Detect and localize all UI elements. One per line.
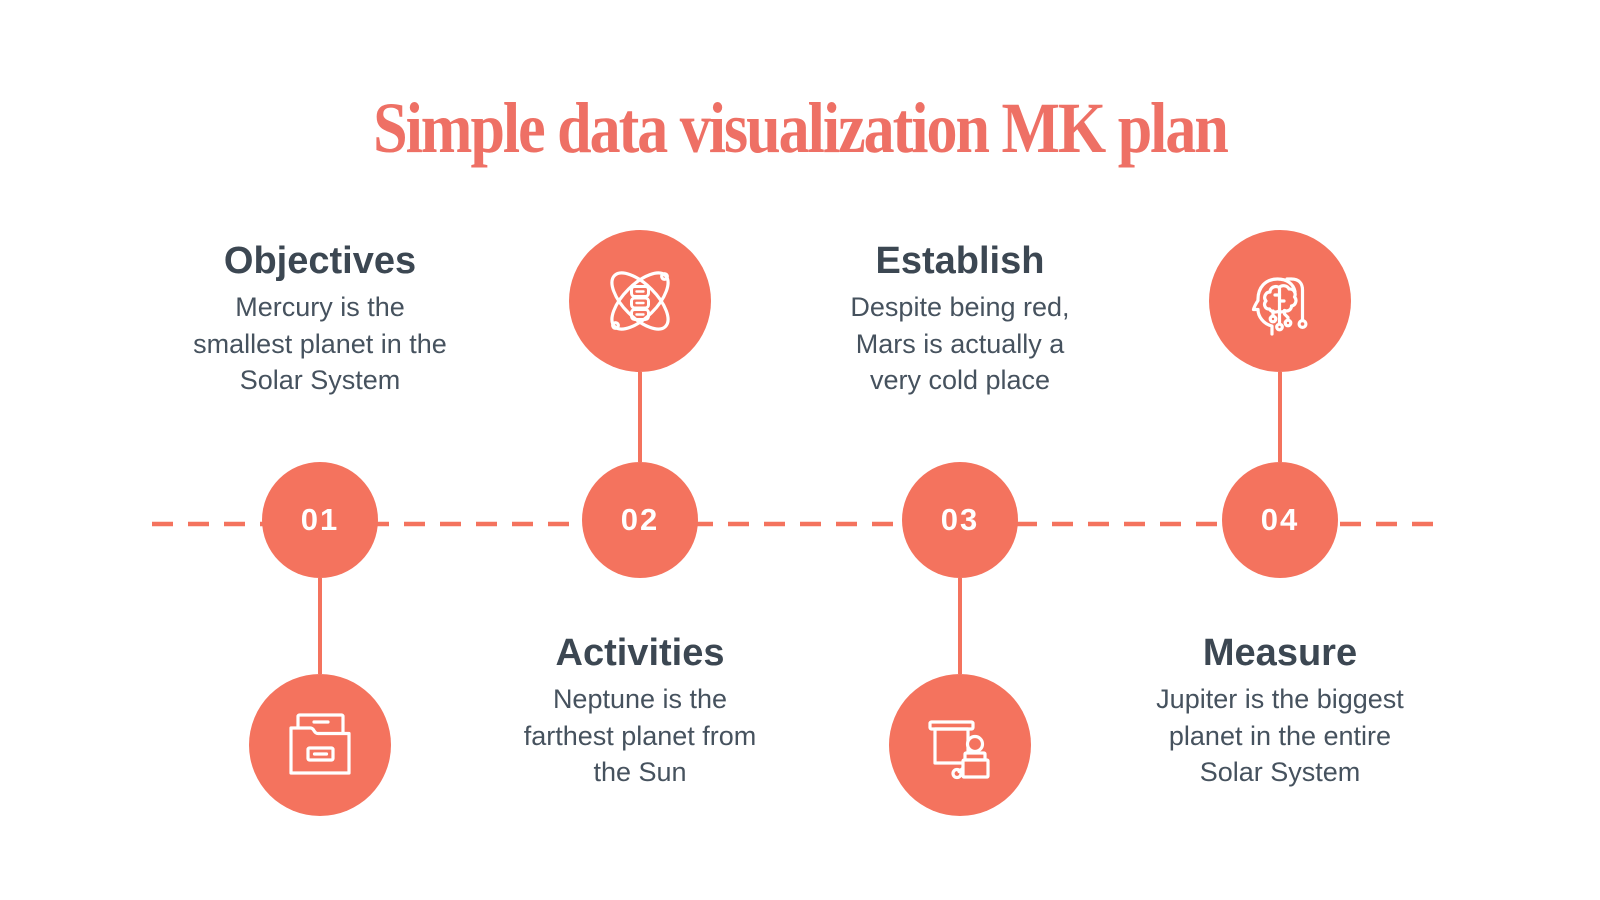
step-4-text-block: Measure Jupiter is the biggest planet in… <box>1090 630 1470 791</box>
step-2-connector-line <box>638 372 642 462</box>
step-2-marker: 02 <box>582 462 698 578</box>
step-4-marker: 04 <box>1222 462 1338 578</box>
ai-head-icon <box>1251 277 1308 336</box>
step-2-icon-badge <box>569 230 711 372</box>
step-1-text-block: Objectives Mercury is the smallest plane… <box>130 238 510 399</box>
step-4-description: Jupiter is the biggest planet in the ent… <box>1156 684 1404 787</box>
presentation-board-icon <box>928 720 990 780</box>
page-title: Simple data visualization MK plan <box>373 89 1229 169</box>
step-3-connector-line <box>958 578 962 674</box>
step-1-number: 01 <box>300 502 340 537</box>
step-4-icon-badge <box>1209 230 1351 372</box>
step-3-heading: Establish <box>875 240 1045 282</box>
atom-network-icon <box>610 271 670 331</box>
step-3-text-block: Establish Despite being red, Mars is act… <box>770 238 1150 399</box>
step-1-heading: Objectives <box>223 240 417 282</box>
step-2-description: Neptune is the farthest planet from the … <box>523 684 757 787</box>
step-4-heading: Measure <box>1202 632 1358 674</box>
step-4-number: 04 <box>1260 502 1300 537</box>
step-1-description: Mercury is the smallest planet in the So… <box>193 292 447 395</box>
step-2-heading: Activities <box>555 632 725 674</box>
archive-folder-icon <box>289 713 351 775</box>
step-3-marker: 03 <box>902 462 1018 578</box>
step-1-icon-badge <box>249 674 391 816</box>
step-3-number: 03 <box>940 502 980 537</box>
step-3-description: Despite being red, Mars is actually a ve… <box>850 292 1070 395</box>
step-1-connector-line <box>318 578 322 674</box>
step-2-text-block: Activities Neptune is the farthest plane… <box>450 630 830 791</box>
step-3-icon-badge <box>889 674 1031 816</box>
step-1-marker: 01 <box>262 462 378 578</box>
step-2-number: 02 <box>620 502 660 537</box>
step-4-connector-line <box>1278 372 1282 462</box>
